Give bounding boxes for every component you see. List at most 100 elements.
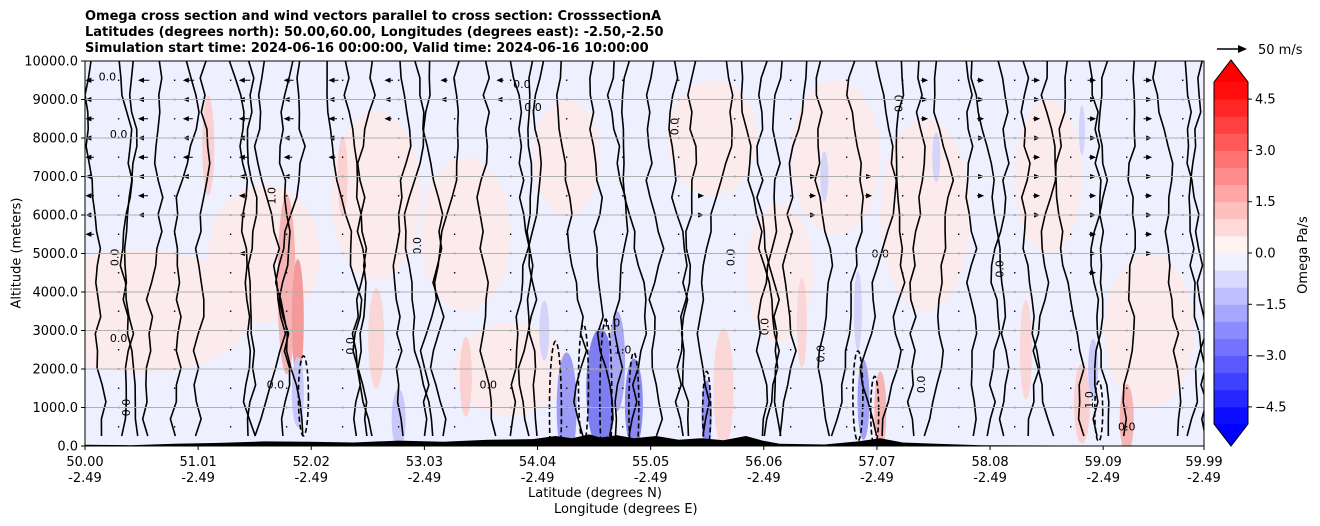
contour-line [645,61,665,437]
wind-arrow-head [1146,116,1153,122]
wind-arrow-head [85,77,92,83]
contour-label: 0.0 [814,345,827,363]
wind-arrow-dot [509,118,512,120]
wind-arrow-head [138,154,145,160]
wind-arrow-dot [1182,310,1184,312]
wind-arrow-dot [117,156,120,158]
wind-arrow-dot [173,387,176,389]
contour-line [122,61,139,437]
wind-arrow-dot [1070,118,1072,120]
wind-arrow-dot [173,349,176,351]
wind-arrow-dot [173,118,176,120]
wind-arrow-dot [789,310,792,312]
colorbar-tick-label: −1.5 [1255,298,1287,313]
wind-arrow-dot [173,156,176,158]
contour-line [1184,61,1204,437]
shading-patch [277,194,296,375]
wind-arrow [138,193,149,199]
wind-arrow-dot [509,233,512,235]
y-tick-label: 4000.0 [33,286,79,301]
contour-line [674,61,698,437]
wind-arrow-dot [845,79,848,81]
wind-arrow-head [238,193,245,199]
wind-arrow [182,154,193,160]
x-tick-label-lat: 56.06 [745,455,782,470]
contour-line [414,61,447,437]
contour-line [668,61,690,437]
wind-arrow-dot [1070,79,1072,81]
wind-arrow [138,154,149,160]
contour-line [906,61,926,437]
wind-arrow-dot [509,387,512,389]
wind-arrow-dot [397,349,400,351]
wind-arrow-dot [1070,426,1072,428]
wind-arrow-dot [117,349,120,351]
wind-arrow-dot [509,79,512,81]
x-axis: 50.00-2.4951.01-2.4952.02-2.4953.03-2.49… [66,446,1223,486]
wind-arrow-head [1146,154,1153,160]
contour-line [1040,61,1085,437]
contour-line [246,61,258,437]
contour-line [476,61,497,437]
contour-label: 0.0 [513,78,531,91]
y-tick-label: 9000.0 [33,93,79,108]
wind-arrow-dot [901,349,904,351]
contour-line [419,61,460,437]
wind-arrow [864,193,873,199]
wind-arrow-dot [509,310,512,312]
colorbar-segment [1214,235,1248,254]
x-axis-label-latitude: Latitude (degrees N) [528,486,662,501]
wind-arrow-head [138,116,145,122]
wind-arrow-head [1034,116,1041,122]
wind-arrow-dot [341,233,344,235]
wind-arrow-dot [789,118,792,120]
x-tick-label-lat: 52.02 [293,455,330,470]
x-tick-label-lon: -2.49 [68,471,102,486]
wind-arrow-dot [957,118,960,120]
wind-arrow [138,77,150,83]
wind-arrow-dot [845,118,848,120]
wind-arrow-dot [1070,349,1072,351]
wind-arrow-dot [565,233,568,235]
wind-arrow-dot [957,79,960,81]
wind-arrow [1143,116,1153,122]
y-tick-label: 6000.0 [33,209,79,224]
x-tick-label-lon: -2.49 [408,471,442,486]
shading-patch [853,271,862,352]
wind-arrow-dot [453,310,456,312]
wind-arrow-dot [1126,156,1128,158]
wind-arrow-dot [509,195,512,197]
x-tick-label-lon: -2.49 [973,471,1007,486]
wind-arrow-dot [453,272,456,274]
wind-arrow-dot [1013,233,1016,235]
colorbar-tick-label: −3.0 [1255,349,1287,364]
wind-arrow-dot [285,118,288,120]
wind-arrow-dot [1013,272,1016,274]
wind-arrow-dot [621,272,624,274]
wind-arrow [1032,193,1041,199]
wind-arrow-dot [397,387,400,389]
contour-line [986,61,1010,437]
wind-arrow-dot [509,426,512,428]
contour-label: 0.0 [411,237,424,255]
wind-arrow-dot [1013,195,1016,197]
colorbar-tick-label: −4.5 [1255,400,1287,415]
wind-arrow-dot [341,426,344,428]
shading-patch [1019,299,1032,400]
shading-patch [1078,105,1085,156]
wind-arrow-dot [1182,387,1184,389]
wind-arrow-dot [397,79,400,81]
wind-arrow-dot [341,310,344,312]
wind-arrow-dot [733,349,736,351]
wind-arrow-dot [397,426,400,428]
wind-arrow-dot [957,310,960,312]
contour-line [620,61,648,437]
wind-arrow-dot [117,310,120,312]
contour-line [923,61,955,437]
x-tick-label-lon: -2.49 [181,471,215,486]
wind-arrow-dot [565,272,568,274]
wind-arrow-dot [677,156,680,158]
contour-label: 0.0 [110,332,128,345]
wind-arrow [138,116,149,122]
